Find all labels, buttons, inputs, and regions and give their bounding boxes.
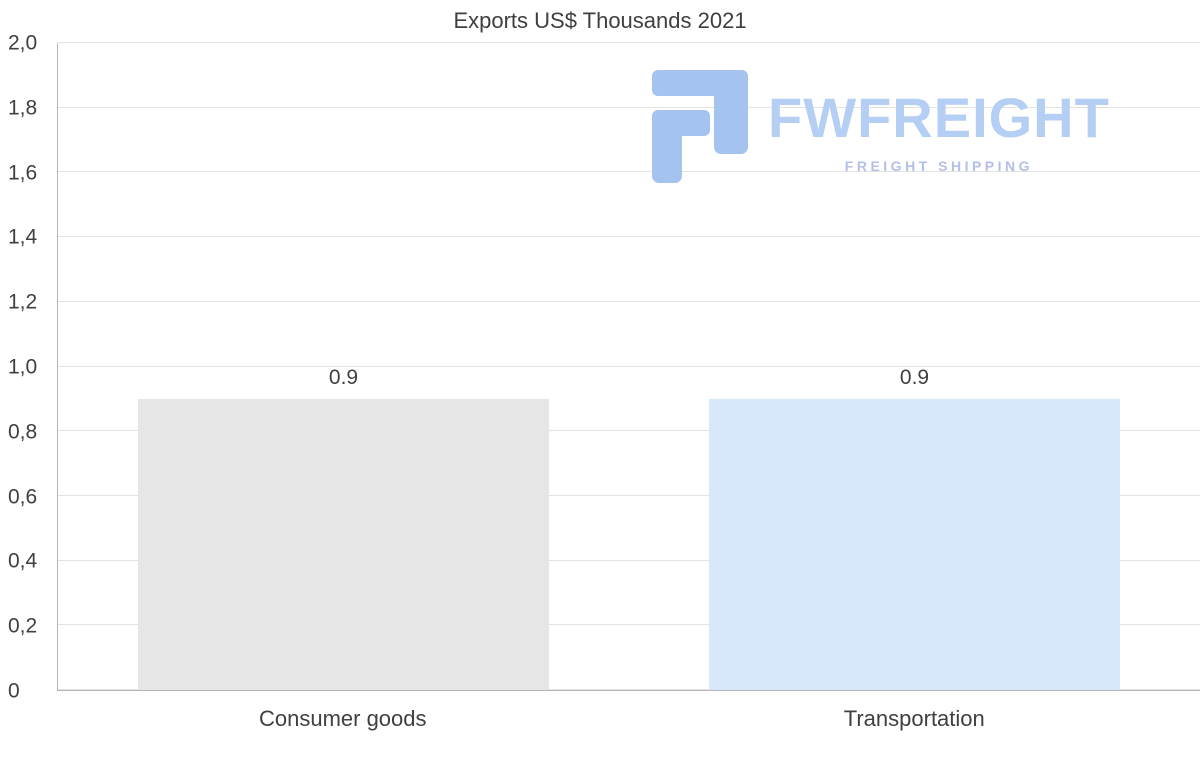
y-tick-label: 1,0 — [8, 355, 38, 379]
y-tick-label: 0 — [8, 679, 20, 703]
logo-text: FWFREIGHT FREIGHT SHIPPING — [768, 86, 1110, 175]
gridline — [58, 300, 1200, 302]
gridline — [58, 689, 1200, 690]
bar-value-label: 0.9 — [899, 365, 930, 389]
gridline — [58, 624, 1200, 626]
gridline — [58, 494, 1200, 496]
y-tick-label: 0,8 — [8, 420, 38, 444]
bar-consumer-goods — [137, 398, 550, 690]
gridline — [58, 106, 1200, 108]
x-axis: Consumer goods Transportation — [57, 691, 1200, 763]
y-tick-label: 1,4 — [8, 225, 38, 249]
y-tick-label: 1,6 — [8, 161, 38, 185]
brand-logo: FWFREIGHT FREIGHT SHIPPING — [652, 70, 1110, 183]
gridline — [58, 365, 1200, 367]
gridline — [58, 430, 1200, 432]
gridline — [58, 171, 1200, 173]
x-tick-label: Consumer goods — [258, 706, 427, 731]
bar-transportation — [708, 398, 1121, 690]
chart-title: Exports US$ Thousands 2021 — [453, 8, 747, 33]
y-tick-label: 0,4 — [8, 549, 38, 573]
brand-tagline: FREIGHT SHIPPING — [844, 158, 1034, 174]
gridline — [58, 559, 1200, 561]
y-axis: 0 0,2 0,4 0,6 0,8 1,0 1,2 1,4 1,6 1,8 2,0 — [8, 33, 54, 702]
y-tick-label: 1,8 — [8, 96, 38, 120]
bar-value-label: 0.9 — [328, 365, 359, 389]
y-tick-label: 2,0 — [8, 31, 38, 55]
gridline — [58, 236, 1200, 238]
brand-name: FWFREIGHT — [768, 86, 1110, 149]
y-tick-label: 1,2 — [8, 290, 38, 314]
plot-area: 0.9 0.9 — [57, 42, 1200, 691]
y-tick-label: 0,6 — [8, 485, 38, 509]
fwfreight-logo-icon — [652, 70, 748, 183]
x-tick-label: Transportation — [843, 706, 985, 731]
y-tick-label: 0,2 — [8, 614, 38, 638]
gridline — [58, 42, 1200, 43]
